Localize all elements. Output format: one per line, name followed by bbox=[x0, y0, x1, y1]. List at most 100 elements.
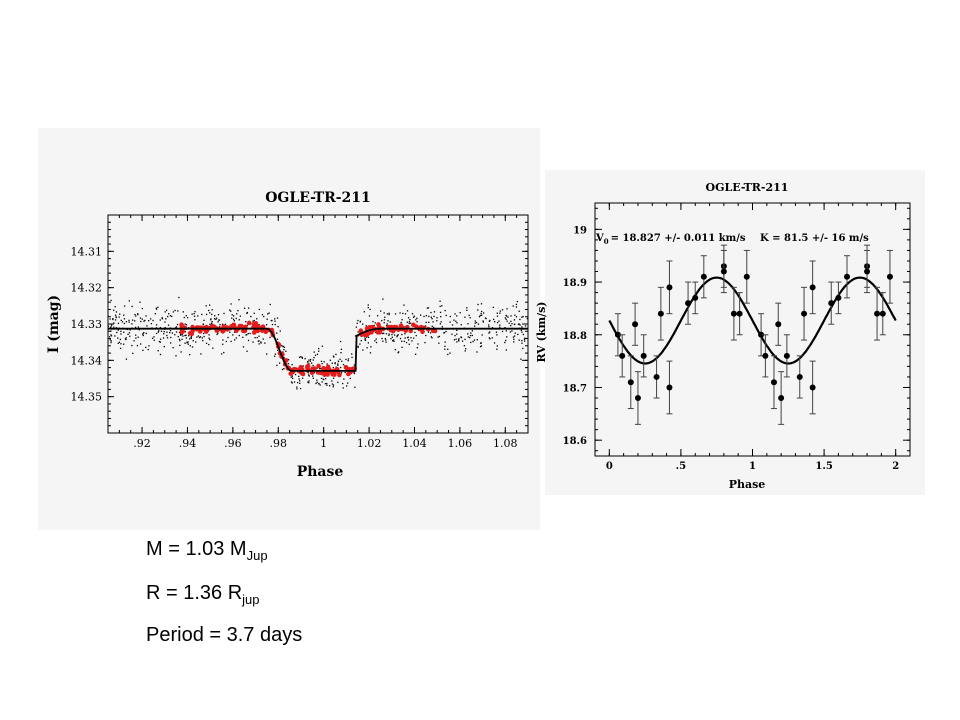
lc-photometry-point bbox=[519, 318, 521, 321]
lc-photometry-point bbox=[472, 340, 474, 343]
lc-photometry-point bbox=[449, 321, 451, 323]
rv-data-point bbox=[614, 331, 621, 338]
lc-photometry-point bbox=[198, 336, 201, 339]
lc-photometry-point bbox=[165, 318, 167, 320]
lc-photometry-point bbox=[467, 323, 469, 325]
rv-data-point bbox=[864, 268, 871, 275]
lc-photometry-point bbox=[159, 338, 162, 340]
lc-photometry-point bbox=[202, 339, 204, 342]
lc-photometry-point bbox=[299, 380, 301, 382]
rv-y-label: RV (km/s) bbox=[535, 302, 548, 363]
lc-photometry-point bbox=[480, 303, 483, 305]
lc-photometry-point bbox=[298, 375, 300, 378]
lc-photometry-point bbox=[380, 310, 382, 312]
lc-photometry-point bbox=[425, 334, 427, 337]
lc-photometry-point bbox=[476, 351, 478, 353]
lc-photometry-point bbox=[427, 331, 430, 333]
lc-photometry-point bbox=[506, 320, 508, 322]
lc-photometry-point bbox=[455, 338, 457, 340]
lc-photometry-point bbox=[171, 332, 174, 334]
lc-photometry-point bbox=[285, 350, 287, 352]
lc-x-tick-label: .94 bbox=[179, 437, 197, 450]
lc-photometry-point bbox=[481, 334, 483, 336]
lc-photometry-point bbox=[269, 336, 271, 339]
lc-photometry-point bbox=[167, 324, 170, 326]
lc-photometry-point bbox=[355, 326, 358, 328]
lc-photometry-point bbox=[390, 338, 392, 340]
lc-photometry-point bbox=[119, 338, 122, 341]
lc-photometry-point bbox=[232, 334, 234, 336]
lc-photometry-point bbox=[237, 309, 239, 312]
lc-photometry-point bbox=[466, 309, 468, 311]
lc-photometry-point bbox=[459, 311, 461, 314]
lc-photometry-point bbox=[521, 326, 523, 328]
lc-photometry-point bbox=[496, 321, 499, 324]
lc-photometry-point bbox=[246, 333, 248, 336]
lc-photometry-point bbox=[467, 336, 469, 338]
lc-photometry-point bbox=[496, 348, 498, 350]
lc-photometry-point bbox=[403, 340, 405, 342]
rv-data-point bbox=[743, 273, 750, 280]
lc-photometry-point bbox=[231, 314, 233, 316]
lc-photometry-point bbox=[185, 315, 187, 317]
lc-photometry-point bbox=[494, 321, 496, 323]
rv-data-point bbox=[783, 352, 790, 359]
mass-caption-unit: Jup bbox=[246, 548, 268, 563]
lc-photometry-point bbox=[427, 307, 430, 309]
lc-photometry-point bbox=[299, 382, 301, 384]
lc-photometry-point bbox=[190, 335, 193, 337]
lc-photometry-point bbox=[461, 340, 464, 342]
lc-binned-point bbox=[332, 372, 337, 377]
lc-photometry-point bbox=[163, 333, 165, 335]
lc-photometry-point bbox=[375, 338, 377, 340]
lc-photometry-point bbox=[164, 326, 166, 329]
lc-photometry-point bbox=[217, 314, 220, 316]
lc-photometry-point bbox=[387, 320, 389, 322]
lc-photometry-point bbox=[137, 336, 139, 338]
lc-photometry-point bbox=[521, 342, 523, 344]
lc-photometry-point bbox=[186, 341, 188, 343]
lc-photometry-point bbox=[203, 319, 205, 322]
lc-photometry-point bbox=[332, 355, 335, 357]
lc-photometry-point bbox=[107, 325, 109, 328]
lc-photometry-point bbox=[249, 332, 251, 335]
lc-photometry-point bbox=[374, 331, 377, 333]
lc-photometry-point bbox=[488, 324, 490, 326]
lc-photometry-point bbox=[274, 353, 276, 355]
lc-photometry-point bbox=[175, 327, 177, 329]
lc-photometry-point bbox=[492, 318, 495, 321]
lc-photometry-point bbox=[369, 308, 371, 311]
lc-photometry-point bbox=[420, 314, 422, 316]
lc-photometry-point bbox=[512, 305, 514, 307]
lc-photometry-point bbox=[396, 336, 398, 338]
lc-photometry-point bbox=[389, 321, 391, 323]
lc-photometry-point bbox=[291, 375, 294, 377]
lc-photometry-point bbox=[230, 303, 232, 305]
lc-photometry-point bbox=[307, 361, 309, 363]
lc-photometry-point bbox=[515, 306, 518, 308]
lc-photometry-point bbox=[341, 382, 344, 385]
lc-photometry-point bbox=[431, 337, 433, 339]
lc-photometry-point bbox=[276, 338, 279, 340]
lc-photometry-point bbox=[113, 309, 115, 311]
lc-photometry-point bbox=[431, 318, 433, 320]
lc-photometry-point bbox=[232, 315, 235, 317]
lc-photometry-point bbox=[425, 321, 427, 324]
lc-photometry-point bbox=[201, 313, 203, 316]
lc-photometry-point bbox=[388, 333, 390, 335]
rv-x-label: Phase bbox=[729, 478, 766, 491]
lc-photometry-point bbox=[298, 378, 300, 380]
rv-data-point bbox=[700, 273, 707, 280]
lc-photometry-point bbox=[506, 308, 508, 310]
lc-photometry-point bbox=[138, 329, 140, 331]
lc-photometry-point bbox=[441, 326, 443, 328]
lc-photometry-point bbox=[287, 359, 290, 361]
lc-photometry-point bbox=[510, 324, 512, 327]
lc-photometry-point bbox=[309, 358, 312, 361]
lc-photometry-point bbox=[139, 301, 141, 303]
lc-photometry-point bbox=[193, 315, 196, 317]
lc-photometry-point bbox=[123, 318, 126, 320]
lc-binned-point bbox=[187, 330, 193, 336]
lc-photometry-point bbox=[110, 341, 112, 344]
lc-photometry-point bbox=[129, 335, 131, 337]
